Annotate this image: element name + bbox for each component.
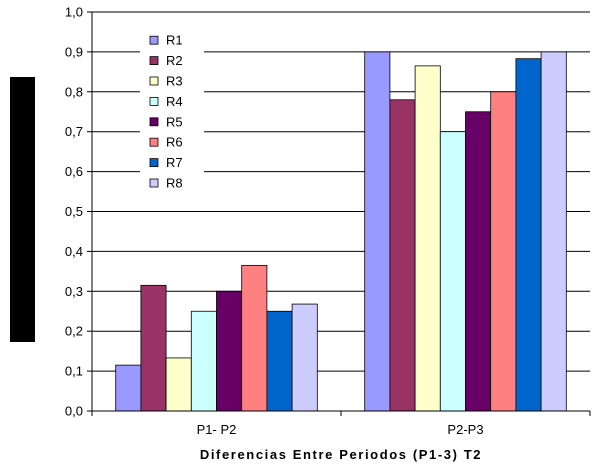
y-tick-label: 0,5 (65, 204, 83, 219)
y-tick-label: 0,9 (65, 44, 83, 59)
legend-label-r2: R2 (166, 53, 183, 68)
x-tick-label: P2-P3 (447, 422, 483, 437)
legend-label-r8: R8 (166, 176, 183, 191)
bar-r5-2 (465, 111, 492, 412)
bar-r6-1 (241, 264, 268, 412)
legend-label-r6: R6 (166, 135, 183, 150)
axes (87, 11, 591, 416)
bar-r3-2 (414, 65, 441, 412)
y-tick-label: 0,4 (65, 244, 83, 259)
bar-r8-1 (291, 303, 318, 412)
bar-r2-2 (389, 99, 416, 412)
legend-label-r1: R1 (166, 33, 183, 48)
x-tick-label: P1- P2 (197, 422, 237, 437)
legend-swatch-r1 (149, 35, 159, 45)
legend-swatch-r2 (149, 56, 159, 65)
legend-swatch-r5 (149, 117, 159, 127)
x-axis-label: Diferencias Entre Periodos (P1-3) T2 (200, 447, 482, 462)
y-tick-label: 0,6 (65, 164, 83, 179)
y-tick-label: 0,8 (65, 84, 83, 99)
legend-label-r5: R5 (166, 114, 183, 129)
legend-swatch-r8 (149, 178, 159, 188)
bars (115, 51, 567, 412)
bar-r1-1 (115, 364, 142, 412)
y-tick-label: 0,1 (65, 364, 83, 379)
bar-r5-1 (216, 290, 243, 412)
y-tick-label: 1,0 (65, 5, 83, 20)
bar-r4-1 (190, 310, 217, 412)
x-tick-labels: P1- P2 P2-P3 (197, 422, 484, 437)
legend-label-r7: R7 (166, 155, 183, 170)
bar-r1-2 (364, 51, 391, 412)
legend-swatch-r3 (149, 76, 159, 86)
y-tick-label: 0,0 (65, 404, 83, 419)
bar-r7-1 (266, 310, 293, 412)
y-tick-label: 0,2 (65, 324, 83, 339)
legend-swatch-r4 (149, 97, 159, 106)
y-tick-labels: 0,0 0,1 0,2 0,3 0,4 0,5 0,6 0,7 0,8 0,9 1,0 (65, 5, 83, 419)
legend: R1 R2 R3 R4 R5 R6 R7 R8 (140, 27, 204, 197)
bar-r6-2 (490, 91, 517, 412)
bar-r7-2 (515, 58, 542, 412)
bar-r3-1 (165, 357, 192, 412)
redacted-ylabel-block (10, 77, 35, 342)
bar-r4-2 (439, 131, 466, 412)
legend-swatch-r6 (149, 137, 159, 147)
legend-swatch-r7 (149, 158, 159, 168)
legend-box (140, 27, 204, 197)
y-tick-label: 0,7 (65, 124, 83, 139)
bar-r8-2 (540, 51, 567, 412)
bar-r2-1 (140, 284, 167, 412)
legend-label-r4: R4 (166, 94, 183, 109)
y-tick-label: 0,3 (65, 284, 83, 299)
legend-label-r3: R3 (166, 74, 183, 89)
